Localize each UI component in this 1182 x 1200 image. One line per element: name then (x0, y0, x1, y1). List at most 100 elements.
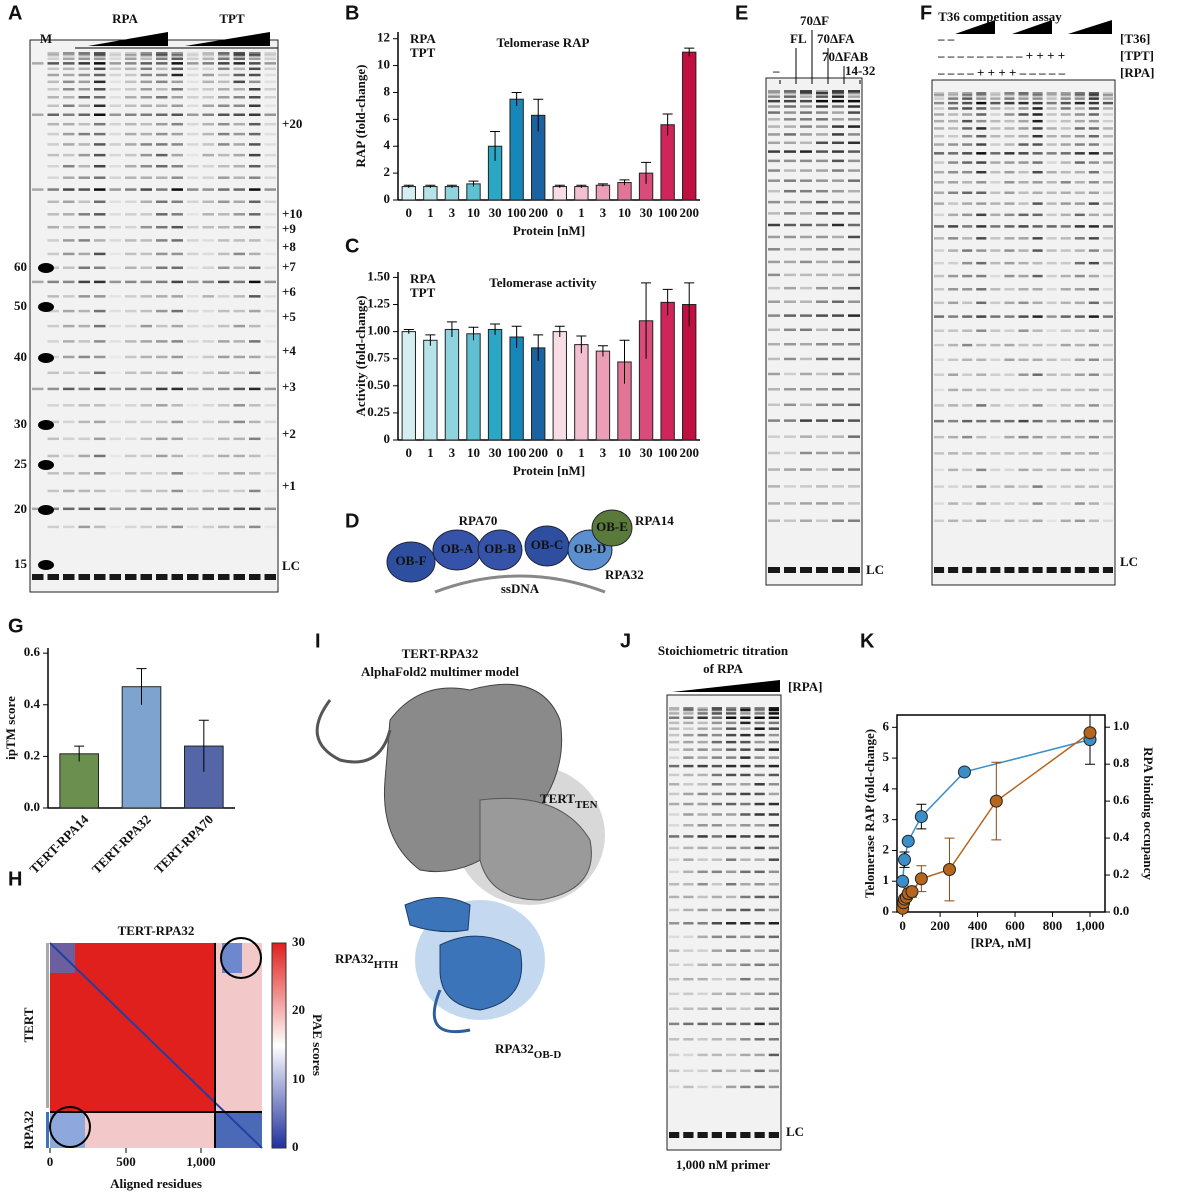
gel-band (1102, 92, 1113, 95)
gel-band (233, 153, 245, 157)
gel-band (754, 721, 765, 725)
gel-band (800, 212, 812, 215)
gel-band (816, 260, 828, 264)
marker-band (38, 263, 54, 273)
gel-band (1018, 127, 1029, 130)
gel-band (264, 88, 276, 91)
error-bar (511, 325, 522, 348)
gel-band (94, 188, 106, 191)
gel-band (125, 507, 137, 511)
gel-band (264, 80, 276, 84)
y2-axis-label: RPA binding occupancy (1141, 747, 1156, 880)
tick-label: 30 (292, 934, 305, 949)
gel-band (990, 134, 1001, 138)
gel-band (1088, 127, 1099, 130)
gel-band (202, 525, 214, 529)
gel-band (78, 239, 90, 242)
gel-band (697, 977, 708, 981)
gel-band (1060, 274, 1071, 278)
gel-band (962, 502, 973, 505)
gel-band (800, 567, 812, 573)
gel-band (63, 437, 75, 441)
gel-band (109, 507, 121, 511)
y-tick-label: 8 (384, 83, 391, 98)
gel-band (233, 122, 245, 126)
gel-band (233, 295, 245, 298)
y-tick-label: 0.4 (24, 696, 41, 711)
size-label: 25 (14, 456, 28, 471)
gel-band (78, 295, 90, 298)
gel-band (683, 716, 694, 720)
gel-band (726, 1022, 737, 1026)
y-tick-label: 0.0 (24, 799, 40, 814)
gel-band (1032, 92, 1043, 95)
gel-band (948, 301, 959, 305)
gel-band (934, 97, 945, 100)
gel-band (218, 67, 230, 71)
gel-band (800, 388, 812, 391)
gel-band (109, 113, 121, 116)
gel-band (1102, 113, 1113, 116)
lane-label: 70ΔF (800, 13, 829, 28)
gel-band (1018, 388, 1029, 392)
lc-label: LC (866, 562, 884, 577)
panel-letter: A (8, 2, 22, 24)
gel-band (848, 179, 860, 182)
gel-band (740, 712, 751, 715)
gel-band (816, 388, 828, 391)
gel-band (683, 783, 694, 786)
gel-band (1074, 213, 1085, 217)
gel-band (948, 191, 959, 195)
gel-band (47, 113, 59, 116)
gel-band (171, 525, 183, 529)
gel-band (1088, 288, 1099, 291)
gel-band (156, 387, 168, 391)
gel-band (125, 371, 137, 375)
error-bar (403, 328, 414, 334)
gel-band (187, 57, 199, 61)
gel-band (1004, 435, 1015, 439)
gel-band (94, 371, 106, 375)
gel-band (156, 96, 168, 99)
gel-band (1004, 143, 1015, 146)
gel-band (1074, 202, 1085, 205)
gel-band (1088, 152, 1099, 155)
gel-band (94, 507, 106, 511)
gel-band (768, 813, 779, 816)
bar (121, 686, 162, 809)
y-axis-label: Telomerase RAP (fold-change) (862, 729, 877, 898)
gel-band (934, 274, 945, 278)
gel-band (1046, 161, 1057, 164)
gel-band (94, 252, 106, 256)
gel-band (832, 435, 844, 438)
gel-band (1004, 161, 1015, 164)
gel-band (669, 935, 680, 939)
gel-band (94, 295, 106, 298)
gel-band (187, 371, 199, 375)
gel-band (848, 125, 860, 128)
gel-band (47, 67, 59, 71)
gel-band (1074, 113, 1085, 116)
gel-band (976, 288, 987, 291)
gel-band (264, 280, 276, 284)
gel-band (800, 200, 812, 204)
tick-label: 0 (292, 1139, 299, 1154)
gel-band (63, 340, 75, 343)
gel-band (249, 420, 261, 424)
gel-band (1032, 419, 1043, 423)
gel-band (171, 404, 183, 407)
gel-band (976, 468, 987, 472)
gel-band (740, 721, 751, 725)
repeat-label: +1 (282, 478, 296, 493)
gel-band (1060, 343, 1071, 347)
gel-band (233, 266, 245, 270)
gel-band (94, 472, 106, 475)
chart-title: Telomerase RAP (496, 35, 589, 50)
y-tick-label: 0.2 (24, 747, 40, 762)
gel-band (784, 133, 796, 136)
gel-band (1004, 452, 1015, 455)
gel-band (711, 1007, 722, 1010)
gel-band (1046, 519, 1057, 523)
gel-band (109, 355, 121, 359)
bar (595, 350, 611, 441)
